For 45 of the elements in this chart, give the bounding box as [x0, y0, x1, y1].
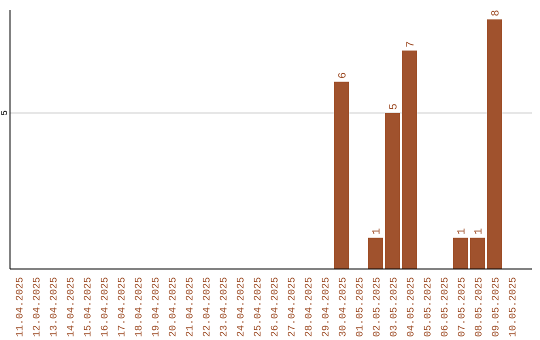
x-tick-label: 22.04.2025: [202, 277, 214, 338]
data-label: 6: [338, 72, 350, 79]
x-tick-label: 08.05.2025: [474, 277, 486, 338]
x-tick-label: 24.04.2025: [236, 277, 248, 338]
x-tick-label: 30.04.2025: [338, 277, 350, 338]
ref-line-label: 5: [0, 110, 10, 116]
bar: [402, 50, 417, 269]
x-tick-label: 25.04.2025: [254, 277, 264, 338]
x-tick-label: 11.04.2025: [16, 277, 26, 338]
x-tick-label: 27.04.2025: [288, 277, 298, 338]
x-tick-label: 05.05.2025: [424, 277, 434, 338]
x-tick-label: 20.04.2025: [168, 277, 180, 338]
bar: [453, 238, 468, 269]
x-tick-label: 19.04.2025: [152, 277, 162, 338]
bar: [487, 19, 502, 269]
x-tick-label: 02.05.2025: [372, 277, 384, 338]
data-label: 1: [474, 228, 486, 235]
data-label: 1: [456, 228, 468, 235]
x-tick-label: 03.05.2025: [390, 277, 400, 338]
x-tick-label: 21.04.2025: [186, 277, 196, 338]
x-tick-label: 15.04.2025: [84, 277, 94, 338]
x-tick-label: 14.04.2025: [66, 277, 78, 338]
x-tick-label: 09.05.2025: [492, 277, 502, 338]
bar: [385, 112, 400, 269]
data-label: 7: [406, 40, 418, 48]
bar: [334, 82, 349, 269]
x-tick-label: 29.04.2025: [322, 277, 332, 338]
x-tick-label: 04.05.2025: [406, 277, 418, 338]
data-label: 1: [372, 228, 384, 235]
x-tick-label: 06.05.2025: [440, 277, 452, 338]
x-tick-label: 16.04.2025: [100, 277, 112, 338]
x-tick-label: 13.04.2025: [50, 277, 60, 338]
x-tick-label: 18.04.2025: [134, 277, 146, 338]
x-tick-label: 01.05.2025: [356, 277, 366, 338]
x-tick-label: 23.04.2025: [220, 277, 230, 338]
x-tick-label: 26.04.2025: [270, 277, 282, 338]
data-label: 5: [388, 103, 400, 110]
data-label: 8: [490, 10, 502, 16]
x-tick-label: 17.04.2025: [118, 277, 128, 338]
bar: [470, 238, 485, 269]
x-tick-label: 10.05.2025: [508, 277, 520, 338]
bar: [368, 238, 383, 269]
x-tick-label: 28.04.2025: [304, 277, 316, 338]
x-tick-label: 07.05.2025: [458, 277, 468, 338]
x-tick-label: 12.04.2025: [32, 277, 44, 338]
